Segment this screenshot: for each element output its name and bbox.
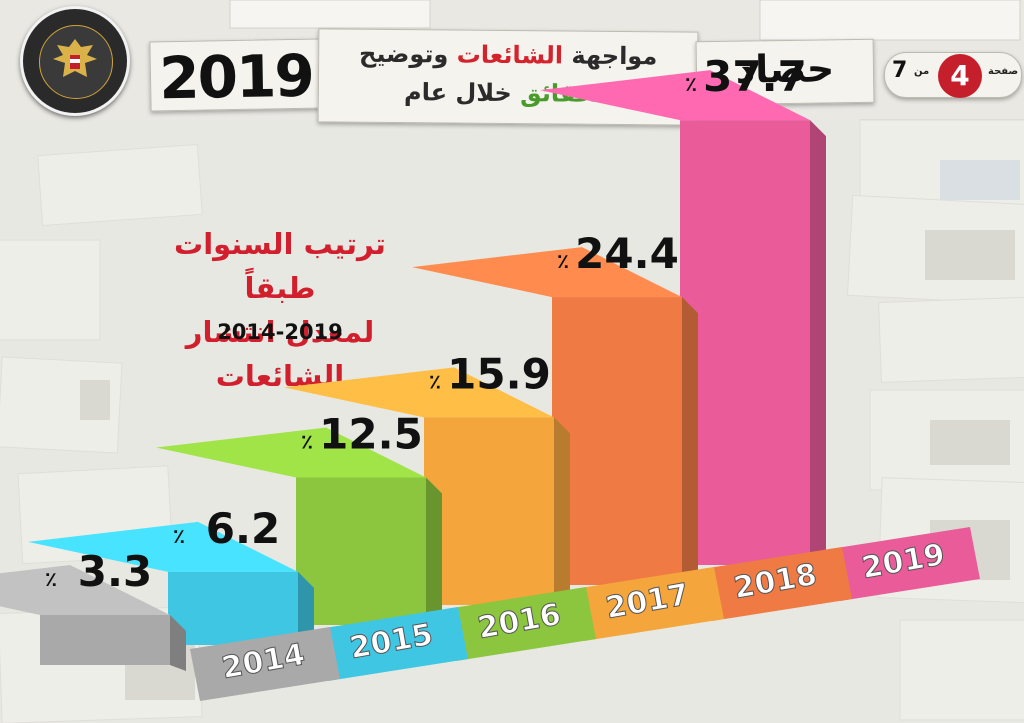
bar-top-2014 — [0, 565, 170, 615]
value-label-2019: 37.7 — [703, 52, 807, 101]
eagle-icon — [53, 39, 97, 77]
year-label-2018: 2018 — [731, 557, 819, 606]
page-of-label: من — [914, 66, 930, 77]
bar-2019 — [680, 120, 810, 565]
year-strip-2014 — [190, 627, 340, 701]
percent-sign-2017: ٪ — [429, 369, 441, 393]
chart-title-line-2: لمعدل انتشار الشائعات — [185, 315, 375, 393]
year-strip-2018 — [702, 547, 852, 621]
bar-side-2018 — [682, 297, 698, 591]
bar-2014 — [40, 615, 170, 665]
year-strip-2016 — [446, 587, 596, 661]
value-label-2016: 12.5 — [319, 410, 423, 459]
page-total: 7 — [892, 58, 908, 83]
percent-sign-2014: ٪ — [45, 567, 57, 591]
bar-side-2016 — [426, 477, 442, 631]
bar-top-2015 — [28, 521, 298, 572]
value-label-2018: 24.4 — [575, 229, 679, 278]
bar-top-2017 — [284, 367, 554, 418]
bar-side-2019 — [810, 120, 826, 571]
year-strip-2015 — [318, 607, 468, 681]
cabinet-seal-logo — [20, 6, 130, 116]
percent-sign-2018: ٪ — [557, 249, 569, 273]
chart-title: ترتيب السنوات طبقاً لمعدل انتشار الشائعا… — [150, 222, 410, 398]
value-label-2017: 15.9 — [447, 349, 551, 398]
bar-side-2014 — [170, 615, 186, 671]
percent-sign-2015: ٪ — [173, 524, 185, 548]
bar-2017 — [424, 417, 554, 605]
page-label: صفحة — [988, 66, 1019, 77]
bar-side-2017 — [554, 417, 570, 611]
bar-2016 — [296, 477, 426, 625]
percent-sign-2016: ٪ — [301, 430, 313, 454]
page-number: 4 — [938, 54, 982, 98]
bar-2015 — [168, 571, 298, 645]
bar-top-2018 — [412, 247, 682, 298]
bar-2018 — [552, 297, 682, 585]
bar-top-2019 — [540, 70, 810, 121]
bar-top-2016 — [156, 427, 426, 478]
percent-sign-2019: ٪ — [685, 72, 697, 96]
value-label-2014: 3.3 — [78, 547, 152, 596]
value-label-2015: 6.2 — [206, 504, 280, 553]
year-strip-2019 — [830, 527, 980, 601]
chart-subtitle: 2014-2019 — [217, 320, 343, 344]
chart-title-line-1: ترتيب السنوات طبقاً — [174, 227, 386, 305]
year-strip-2017 — [574, 567, 724, 641]
